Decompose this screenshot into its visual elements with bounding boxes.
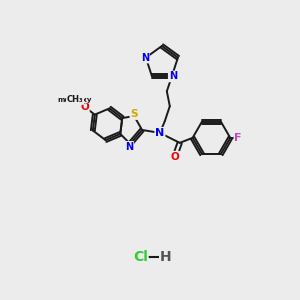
Text: N: N bbox=[155, 128, 164, 138]
Text: F: F bbox=[234, 133, 242, 143]
Text: Cl: Cl bbox=[133, 250, 148, 264]
Text: O: O bbox=[80, 102, 89, 112]
Text: methoxy: methoxy bbox=[58, 97, 92, 103]
Text: S: S bbox=[130, 109, 138, 119]
Text: H: H bbox=[160, 250, 172, 264]
Text: CH₃: CH₃ bbox=[67, 95, 83, 104]
Text: N: N bbox=[169, 71, 177, 81]
Text: N: N bbox=[125, 142, 133, 152]
Text: N: N bbox=[141, 52, 149, 63]
Text: O: O bbox=[170, 152, 179, 162]
